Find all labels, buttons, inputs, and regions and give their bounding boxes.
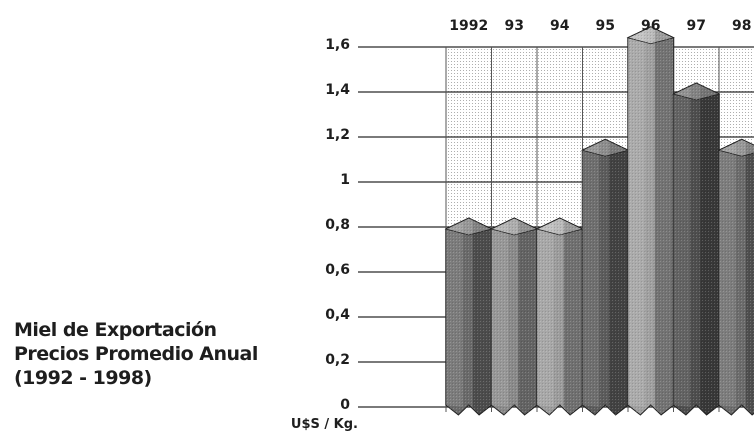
x-tick-label: 95 (596, 18, 615, 34)
chart-title-line-2: Precios Promedio Anual (14, 343, 258, 365)
bars (444, 26, 754, 416)
bar (717, 138, 754, 416)
y-tick-label: 0,2 (325, 352, 350, 368)
bar (581, 138, 630, 416)
y-tick-label: 0,4 (325, 307, 350, 323)
y-tick-label: 0,8 (325, 217, 350, 233)
bar (535, 217, 584, 416)
x-tick-label: 94 (550, 18, 570, 34)
x-tick-label: 1992 (449, 18, 488, 34)
y-tick-label: 0 (340, 397, 350, 413)
x-tick-label: 96 (641, 18, 660, 34)
x-tick-label: 98 (732, 18, 751, 34)
bar (626, 26, 675, 416)
chart-title: Miel de Exportación Precios Promedio Anu… (14, 318, 258, 390)
bar (672, 82, 721, 416)
axis-labels: 0 0,2 0,4 0,6 0,8 1 1,2 1,4 1,6 1992 93 94 95 96 97 98 U… (291, 18, 752, 432)
x-tick-label: 93 (505, 18, 524, 34)
y-tick-label: 1,2 (325, 127, 350, 143)
y-axis-label: U$S / Kg. (291, 417, 358, 432)
x-tick-label: 97 (687, 18, 706, 34)
chart-title-line-1: Miel de Exportación (14, 319, 217, 341)
y-tick-label: 0,6 (325, 262, 350, 278)
bar (490, 217, 539, 416)
y-tick-label: 1 (340, 172, 350, 188)
bar (444, 217, 493, 416)
y-tick-label: 1,4 (325, 82, 350, 98)
chart-title-line-3: (1992 - 1998) (14, 367, 152, 389)
y-tick-label: 1,6 (325, 37, 350, 53)
